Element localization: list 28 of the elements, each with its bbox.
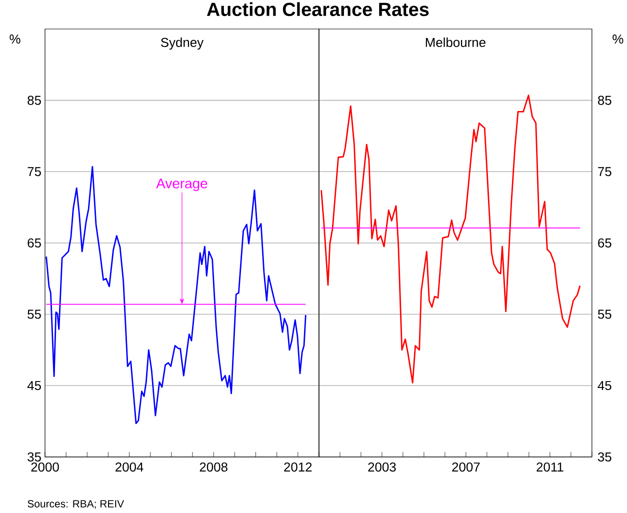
x-tick-label: 2003 xyxy=(368,462,396,472)
y-tick-label: 75 xyxy=(28,167,41,176)
y2-tick-label: 45 xyxy=(598,381,612,390)
y2-tick-label: 55 xyxy=(598,310,612,319)
y2-tick-label: 65 xyxy=(598,238,612,248)
x-tick-label: 2000 xyxy=(31,462,59,472)
x-tick-label: 2011 xyxy=(536,462,564,472)
x-tick-label: 2008 xyxy=(200,462,228,472)
text: Melbourne xyxy=(426,38,486,48)
y-tick-label: 45 xyxy=(27,381,41,390)
y-tick-label: 65 xyxy=(28,238,41,248)
line-series xyxy=(320,94,581,384)
y2-axis-title: % xyxy=(612,34,624,44)
annotation: Average xyxy=(156,178,208,192)
y-tick-label: 35 xyxy=(28,452,41,462)
y-tick-label: 55 xyxy=(28,310,41,319)
y2-tick-label: 75 xyxy=(598,167,612,176)
y-tick-label: 85 xyxy=(28,96,41,105)
x-tick-label: 2004 xyxy=(116,462,144,472)
text: Sydney xyxy=(160,38,204,50)
y-axis-title: % xyxy=(10,34,20,44)
x-tick-label: 2012 xyxy=(284,462,312,472)
y2-tick-label: 85 xyxy=(598,96,612,105)
text: Auction Clearance Rates xyxy=(206,2,429,16)
line-series xyxy=(46,166,306,424)
y2-tick-label: 35 xyxy=(598,452,612,462)
source-note: Sources: RBA; REIV xyxy=(28,500,124,509)
x-tick-label: 2007 xyxy=(452,462,480,472)
